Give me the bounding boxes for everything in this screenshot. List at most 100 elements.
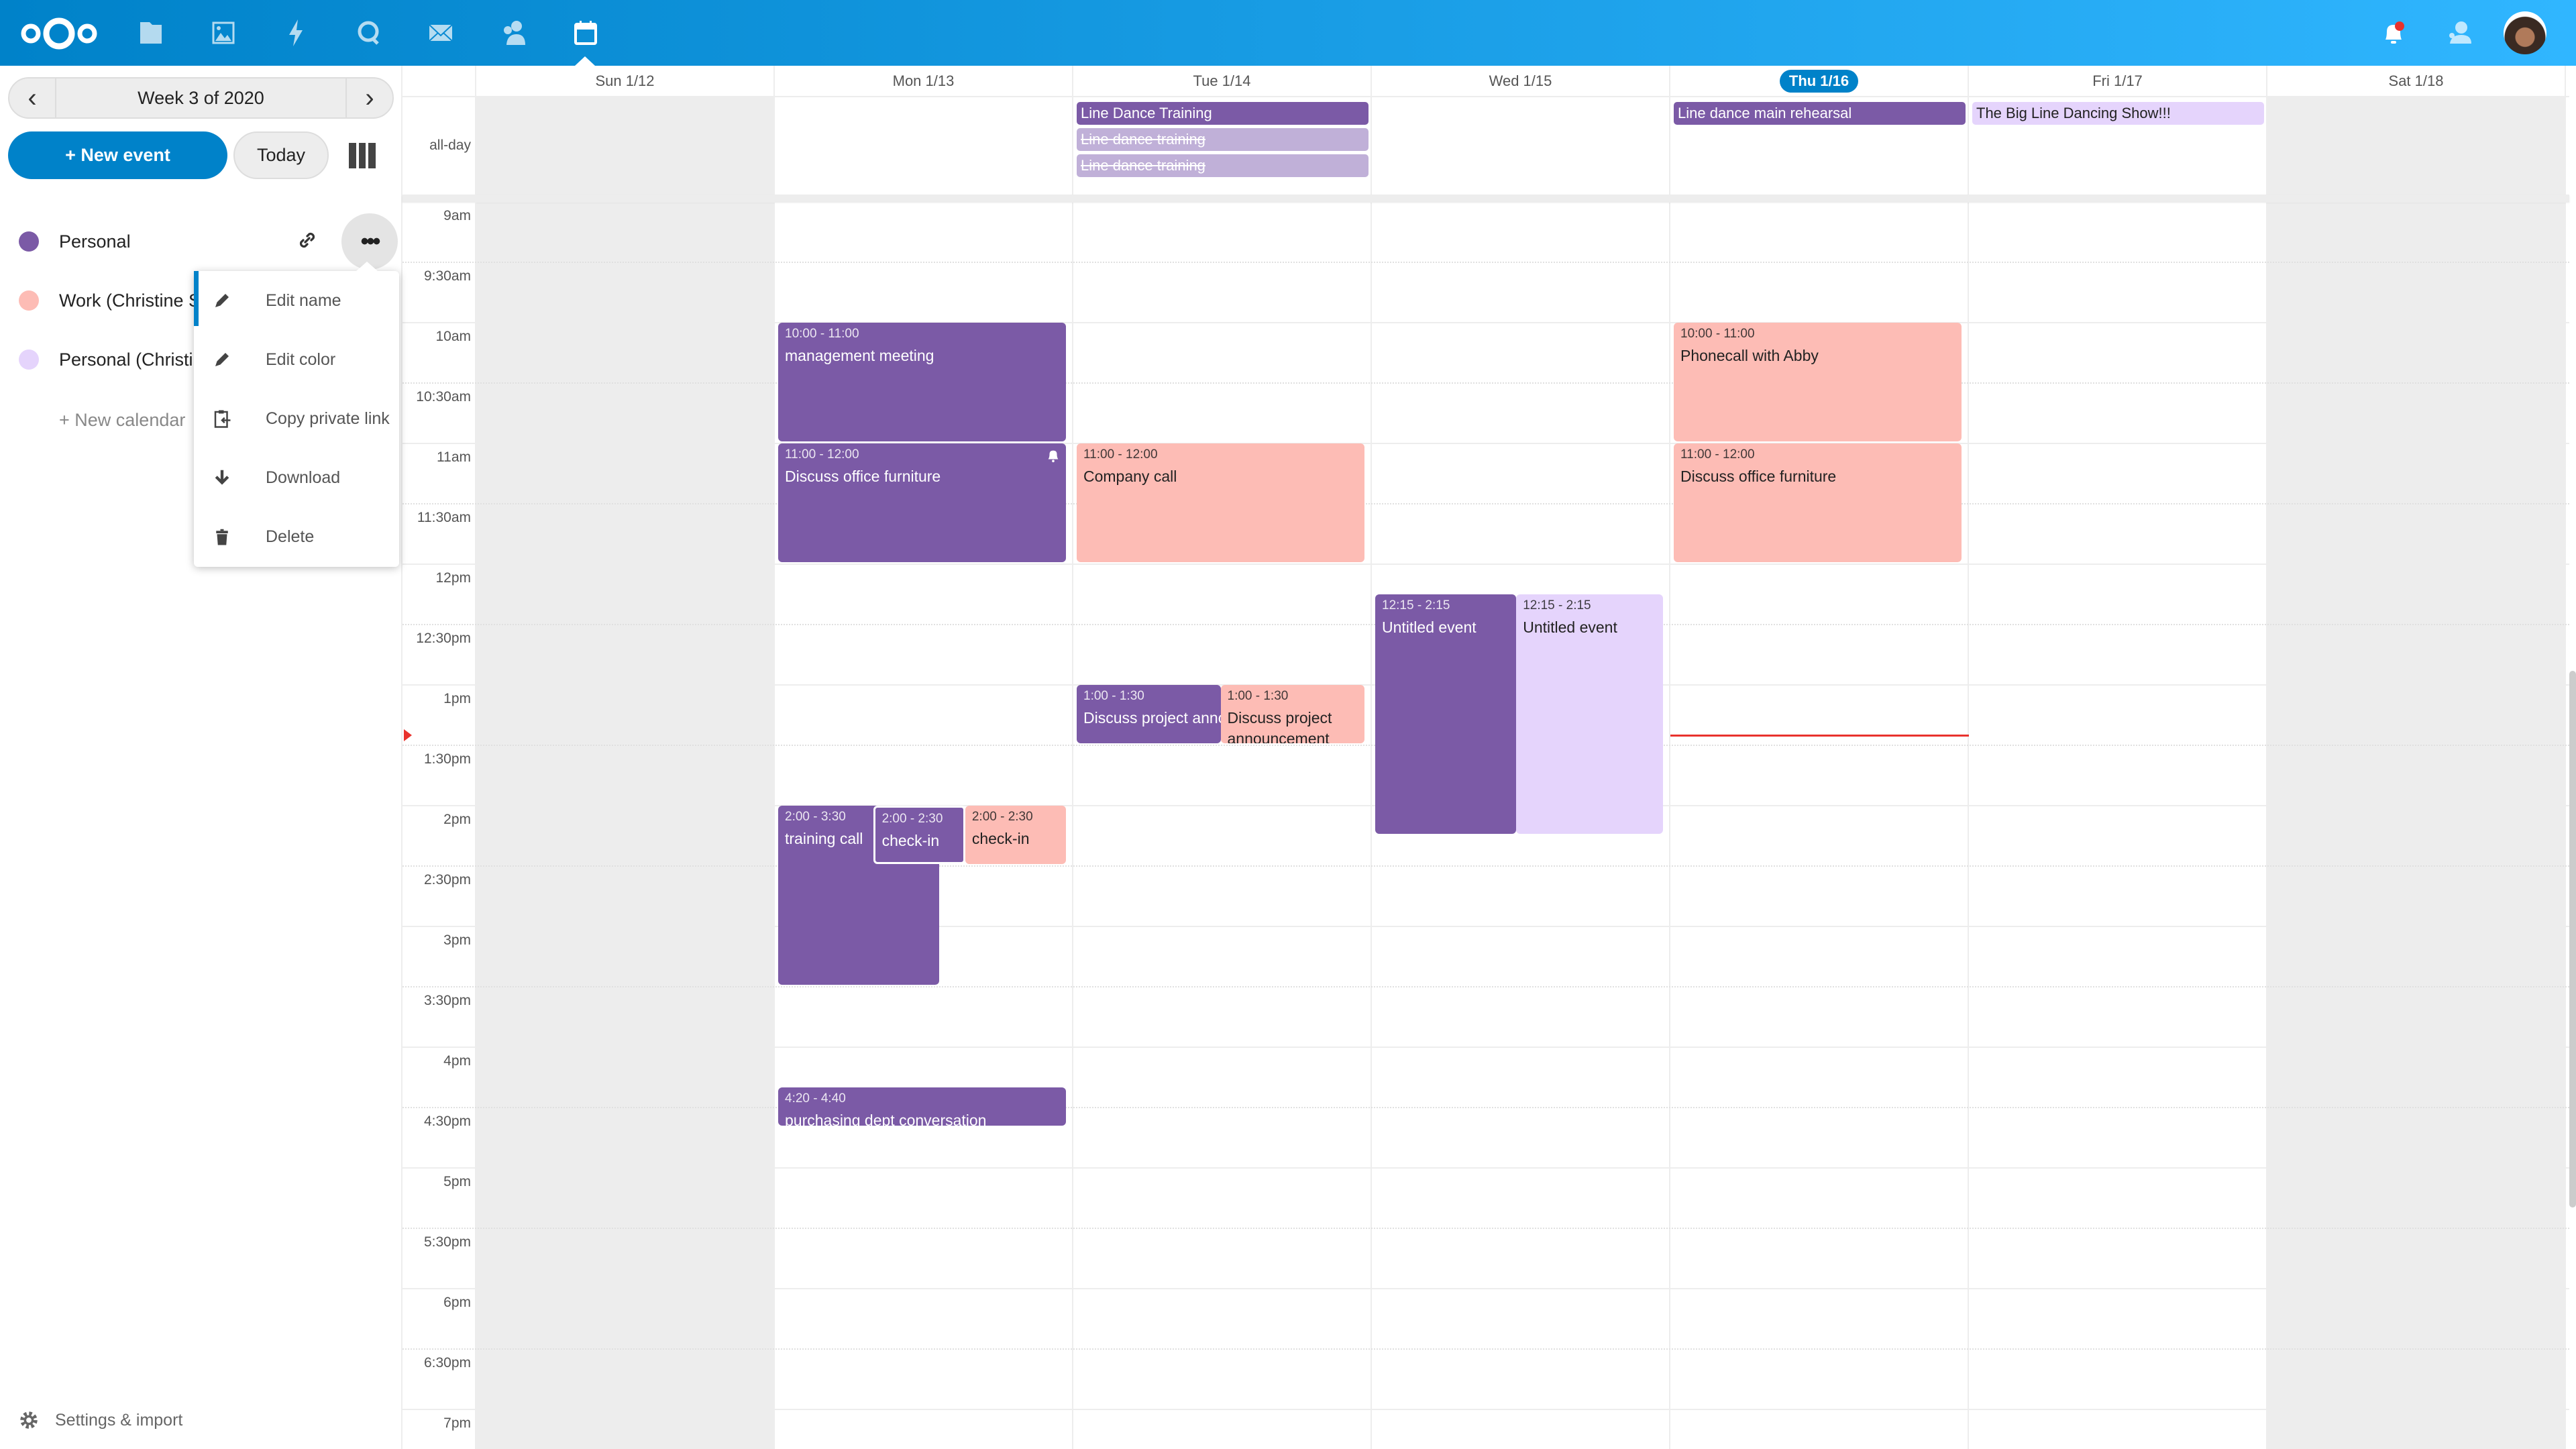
day-header-label: Mon 1/13 [892,72,955,89]
user-avatar[interactable] [2504,11,2546,54]
menu-item-delete[interactable]: Delete [194,507,399,566]
grid-line [402,986,2569,987]
calendar-event[interactable]: 11:00 - 12:00 Discuss office furniture [778,443,1066,562]
week-label[interactable]: Week 3 of 2020 [55,78,347,117]
grid-line [402,201,2569,203]
event-title: check-in [971,830,1030,847]
day-header[interactable]: Sat 1/18 [2267,66,2566,96]
menu-item-edit-color[interactable]: Edit color [194,330,399,389]
day-header[interactable]: Wed 1/15 [1372,66,1670,96]
event-time: 2:00 - 2:30 [881,812,943,826]
time-gutter-border [475,66,476,1449]
gear-icon [20,1411,38,1429]
calendar-event[interactable]: 1:00 - 1:30 Discuss project announcement [1220,685,1364,743]
day-header-label: Sun 1/12 [595,72,655,89]
calendar-event[interactable]: 12:15 - 2:15 Untitled event [1375,594,1517,834]
calendar-actions-more-button[interactable]: ••• [341,213,398,270]
event-title: Phonecall with Abby [1680,347,1819,364]
app-contacts[interactable] [497,17,529,49]
event-title: purchasing dept conversation [785,1112,987,1126]
time-label: 2pm [443,812,471,827]
calendar-item-personal-shared[interactable]: Personal (Christi [0,336,402,383]
calendar-event[interactable]: 1:00 - 1:30 Discuss project announcement [1077,685,1221,743]
allday-event[interactable]: Line dance training [1077,128,1368,151]
allday-cell[interactable] [1372,96,1670,195]
calendar-event[interactable]: 12:15 - 2:15 Untitled event [1516,594,1663,834]
day-column[interactable] [1969,201,2267,1449]
allday-cell[interactable] [1073,96,1372,195]
day-header[interactable]: Mon 1/13 [775,66,1073,96]
day-column[interactable] [2267,201,2566,1449]
contacts-menu-icon[interactable] [2443,17,2475,49]
menu-item-edit-name[interactable]: Edit name [194,271,399,330]
view-switcher-icon[interactable] [349,143,376,168]
day-header[interactable]: Sun 1/12 [476,66,775,96]
allday-event[interactable]: Line Dance Training [1077,102,1368,125]
time-label: 7pm [443,1415,471,1431]
previous-week-button[interactable]: ‹ [28,83,37,113]
calendar-item-work[interactable]: Work (Christine S [0,277,402,324]
notifications-bell-icon[interactable] [2377,17,2410,49]
allday-cell[interactable] [1969,96,2267,195]
menu-item-label: Download [266,468,341,487]
event-title: Discuss project announcement [1083,709,1221,727]
new-calendar-button[interactable]: + New calendar [59,410,186,430]
calendar-event[interactable]: 2:00 - 2:30 check-in [873,806,965,864]
day-header[interactable]: Thu 1/16 [1670,66,1969,96]
calendar-item-personal[interactable]: Personal [0,218,402,265]
link-icon[interactable] [295,228,319,252]
scrollbar[interactable] [2569,671,2576,1208]
day-column[interactable] [1073,201,1372,1449]
event-time: 11:00 - 12:00 [785,447,859,462]
calendar-event[interactable]: 11:00 - 12:00 Company call [1077,443,1364,562]
calendar-event[interactable]: 10:00 - 11:00 management meeting [778,323,1066,441]
allday-event[interactable]: Line dance main rehearsal [1674,102,1966,125]
app-talk[interactable] [352,17,384,49]
event-title: Untitled event [1382,619,1477,636]
day-column[interactable] [1670,201,1969,1449]
day-header[interactable]: Fri 1/17 [1969,66,2267,96]
allday-cell[interactable] [476,96,775,195]
menu-item-download[interactable]: Download [194,448,399,507]
settings-import-button[interactable]: Settings & import [17,1409,182,1432]
day-header[interactable]: Tue 1/14 [1073,66,1372,96]
trash-icon [216,529,228,545]
allday-cell[interactable] [2267,96,2566,195]
app-photos[interactable] [207,17,239,49]
next-week-button[interactable]: › [365,83,374,113]
event-time: 11:00 - 12:00 [1680,447,1755,462]
calendar-event[interactable]: 2:00 - 2:30 check-in [965,806,1066,864]
day-column[interactable] [476,201,775,1449]
day-column[interactable] [1372,201,1670,1449]
time-label: 1pm [443,691,471,706]
new-event-button[interactable]: + New event [8,131,227,179]
app-mail[interactable] [425,17,457,49]
calendar-event[interactable]: 11:00 - 12:00 Discuss office furniture [1674,443,1962,562]
day-column[interactable] [775,201,1073,1449]
allday-event[interactable]: Line dance training [1077,154,1368,177]
event-time: 10:00 - 11:00 [1680,327,1755,341]
app-calendar[interactable] [570,17,602,49]
allday-event[interactable]: The Big Line Dancing Show!!! [1972,102,2264,125]
grid-line [402,443,2569,444]
top-bar [0,0,2576,66]
calendar-event[interactable]: 10:00 - 11:00 Phonecall with Abby [1674,323,1962,441]
event-time: 2:00 - 2:30 [971,810,1033,824]
day-header-label: Tue 1/14 [1193,72,1251,89]
allday-cell[interactable] [1670,96,1969,195]
clipboard-icon [214,410,231,428]
allday-cell[interactable] [775,96,1073,195]
calendar-event[interactable]: 4:20 - 4:40 purchasing dept conversation [778,1087,1066,1126]
week-navigator: ‹ Week 3 of 2020 › [8,77,394,119]
time-label: 11am [437,449,471,465]
app-files[interactable] [135,17,167,49]
app-activity[interactable] [280,17,312,49]
menu-item-copy-private-link[interactable]: Copy private link [194,389,399,448]
today-button[interactable]: Today [233,131,329,179]
calendar-color-dot [19,290,39,311]
nextcloud-logo[interactable] [19,15,99,56]
day-header-label: Thu 1/16 [1779,69,1859,93]
event-title: Discuss project announcement [1227,709,1332,743]
menu-item-label: Edit name [266,290,341,310]
grid-line [402,1046,2569,1048]
